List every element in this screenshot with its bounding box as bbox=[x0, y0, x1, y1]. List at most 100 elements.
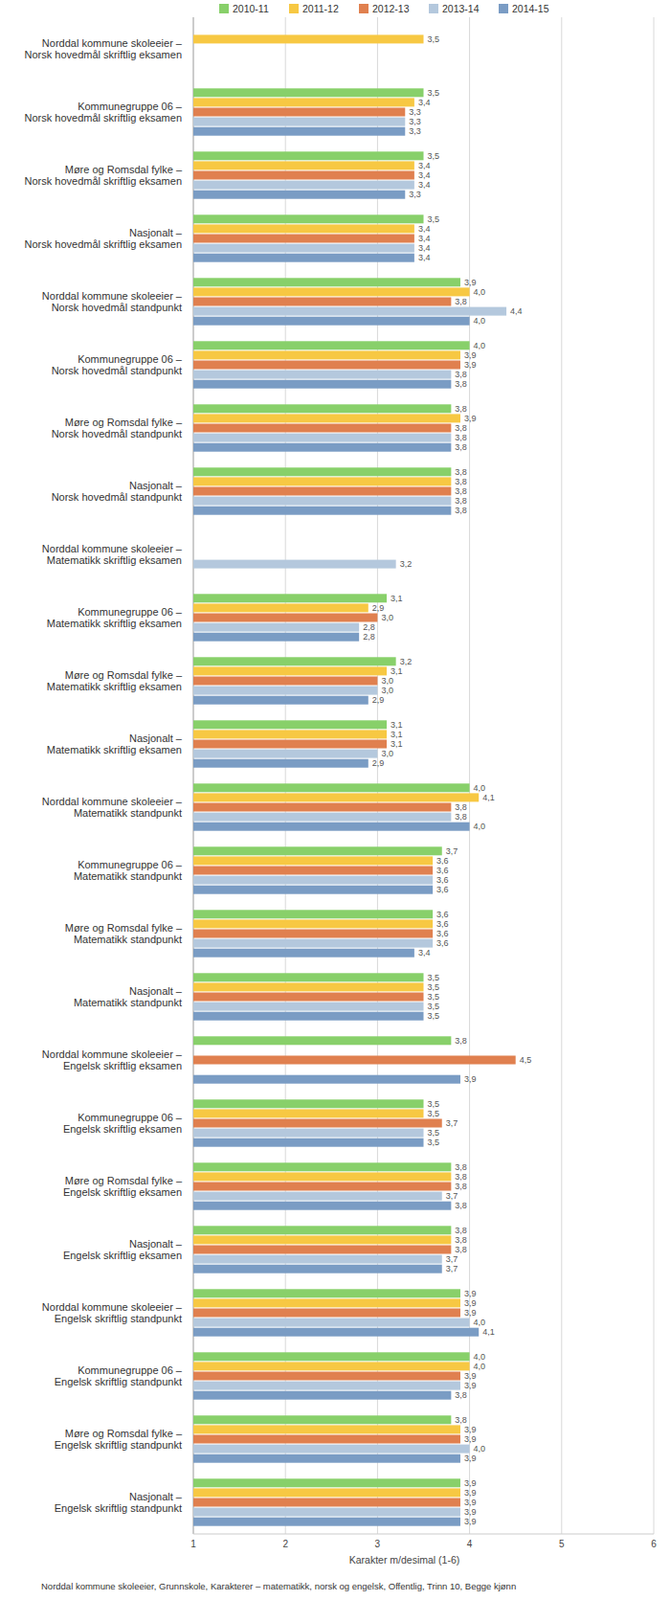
bar bbox=[193, 885, 433, 894]
bar bbox=[193, 1118, 443, 1128]
data-label: 3,9 bbox=[464, 1073, 477, 1084]
bar bbox=[193, 214, 425, 224]
tick-label: 4 bbox=[467, 1538, 473, 1549]
background bbox=[0, 0, 670, 1600]
axis-line bbox=[193, 1533, 654, 1535]
bar bbox=[193, 379, 451, 389]
data-label: 3,0 bbox=[380, 748, 394, 759]
data-label: 3,8 bbox=[454, 1414, 468, 1425]
data-label: 4,5 bbox=[519, 1054, 533, 1065]
bar bbox=[193, 127, 405, 136]
legend-label: 2014-15 bbox=[512, 2, 550, 15]
data-label: 3,8 bbox=[454, 379, 468, 389]
category-label: Norddal kommune skoleeier –Norsk hovedmå… bbox=[24, 37, 183, 62]
data-label: 3,0 bbox=[380, 612, 394, 623]
data-label: 3,6 bbox=[436, 938, 449, 948]
bar bbox=[193, 1171, 451, 1181]
bar bbox=[193, 803, 451, 812]
data-labels: 3,53,53,53,94,03,83,83,13,23,14,03,73,63… bbox=[362, 34, 532, 1526]
bar bbox=[193, 340, 470, 350]
data-label: 3,8 bbox=[454, 1161, 468, 1172]
bar bbox=[193, 1297, 461, 1307]
bar bbox=[193, 593, 387, 603]
data-label: 3,8 bbox=[454, 467, 468, 477]
data-label: 3,4 bbox=[418, 160, 431, 171]
data-label: 3,5 bbox=[427, 1108, 441, 1118]
bar bbox=[193, 160, 415, 170]
data-label: 3,9 bbox=[464, 1506, 477, 1517]
data-label: 4,0 bbox=[473, 1351, 487, 1362]
data-label: 3,6 bbox=[436, 884, 449, 894]
data-label: 3,7 bbox=[446, 1253, 459, 1264]
category-label: Kommunegruppe 06 –Engelsk skriftlig eksa… bbox=[63, 1111, 183, 1136]
bar bbox=[193, 307, 507, 316]
data-label: 3,9 bbox=[464, 1380, 477, 1390]
data-label: 3,8 bbox=[454, 403, 468, 414]
data-label: 3,1 bbox=[390, 738, 403, 749]
bar bbox=[193, 1424, 461, 1433]
data-label: 3,9 bbox=[464, 1424, 477, 1434]
bar bbox=[193, 603, 369, 612]
bar bbox=[193, 370, 451, 380]
data-label: 4,4 bbox=[510, 306, 523, 316]
data-label: 3,4 bbox=[418, 243, 431, 253]
data-label: 4,1 bbox=[482, 1326, 495, 1337]
bar bbox=[193, 297, 451, 307]
bar bbox=[193, 234, 415, 244]
chart: 1234563,53,53,53,94,03,83,83,13,23,14,03… bbox=[0, 0, 670, 1600]
legend: 2010-112011-122012-132013-142014-15 bbox=[219, 2, 550, 15]
bar bbox=[193, 1055, 516, 1065]
legend-swatch bbox=[219, 3, 229, 14]
data-label: 3,9 bbox=[464, 1496, 477, 1507]
legend-label: 2011-12 bbox=[302, 2, 339, 15]
category-label: Kommunegruppe 06 –Norsk hovedmål skriftl… bbox=[24, 100, 183, 125]
data-label: 3,3 bbox=[408, 116, 422, 127]
data-label: 3,9 bbox=[464, 1516, 477, 1526]
legend-label: 2010-11 bbox=[232, 2, 269, 15]
legend-label: 2012-13 bbox=[372, 2, 410, 15]
category-label: Kommunegruppe 06 –Matematikk skriftlig e… bbox=[46, 605, 183, 630]
category-label: Møre og Romsdal fylke –Engelsk skriftlig… bbox=[63, 1174, 183, 1199]
legend-swatch bbox=[289, 3, 299, 14]
data-label: 3,0 bbox=[380, 675, 394, 686]
category-label: Møre og Romsdal fylke –Matematikk standp… bbox=[65, 921, 183, 946]
category-label: Nasjonalt –Norsk hovedmål standpunkt bbox=[51, 479, 183, 504]
grid-line bbox=[653, 17, 655, 1534]
bar bbox=[193, 443, 451, 452]
legend-swatch bbox=[358, 3, 369, 14]
data-label: 3,7 bbox=[446, 1117, 459, 1128]
data-label: 2,9 bbox=[372, 603, 385, 613]
data-label: 4,0 bbox=[473, 315, 487, 326]
bar bbox=[193, 97, 415, 107]
bars bbox=[193, 34, 516, 1525]
bar bbox=[193, 1444, 470, 1453]
bar bbox=[193, 1191, 443, 1201]
bar bbox=[193, 476, 451, 486]
bar bbox=[193, 117, 405, 127]
data-label: 3,8 bbox=[454, 811, 468, 822]
data-label: 3,3 bbox=[408, 107, 422, 117]
bar bbox=[193, 223, 415, 233]
bar bbox=[193, 632, 359, 642]
data-label: 3,8 bbox=[454, 423, 468, 433]
bar bbox=[193, 487, 451, 496]
data-label: 3,9 bbox=[464, 1487, 477, 1497]
data-label: 4,0 bbox=[473, 1443, 487, 1453]
bar bbox=[193, 623, 359, 632]
bar bbox=[193, 1361, 470, 1370]
bar bbox=[193, 749, 378, 759]
bar bbox=[193, 1161, 451, 1171]
data-label: 3,5 bbox=[427, 972, 441, 983]
bar bbox=[193, 1317, 470, 1327]
bar bbox=[193, 1434, 461, 1444]
data-label: 3,0 bbox=[380, 685, 394, 695]
tick-label: 2 bbox=[282, 1538, 289, 1549]
bar bbox=[193, 1327, 479, 1337]
bar bbox=[193, 1108, 425, 1117]
data-label: 3,8 bbox=[454, 1389, 468, 1400]
tick-label: 3 bbox=[375, 1538, 381, 1549]
data-label: 3,5 bbox=[427, 34, 441, 45]
bar bbox=[193, 1477, 461, 1487]
bar bbox=[193, 180, 415, 190]
data-label: 3,7 bbox=[446, 1263, 459, 1273]
